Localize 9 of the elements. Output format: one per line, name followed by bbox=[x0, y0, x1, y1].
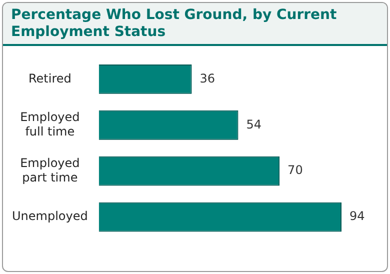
y-tick-label: Employed full time bbox=[20, 110, 80, 138]
data-label: 70 bbox=[288, 163, 303, 178]
y-tick-label: Unemployed bbox=[12, 209, 88, 224]
y-tick-label: Retired bbox=[28, 71, 72, 86]
data-label: 54 bbox=[246, 117, 262, 132]
data-label: 36 bbox=[200, 71, 216, 86]
y-tick-label: Employed part time bbox=[20, 156, 80, 184]
chart-title: Percentage Who Lost Ground, by Current Employment Status bbox=[3, 3, 387, 46]
data-label: 94 bbox=[350, 209, 365, 224]
